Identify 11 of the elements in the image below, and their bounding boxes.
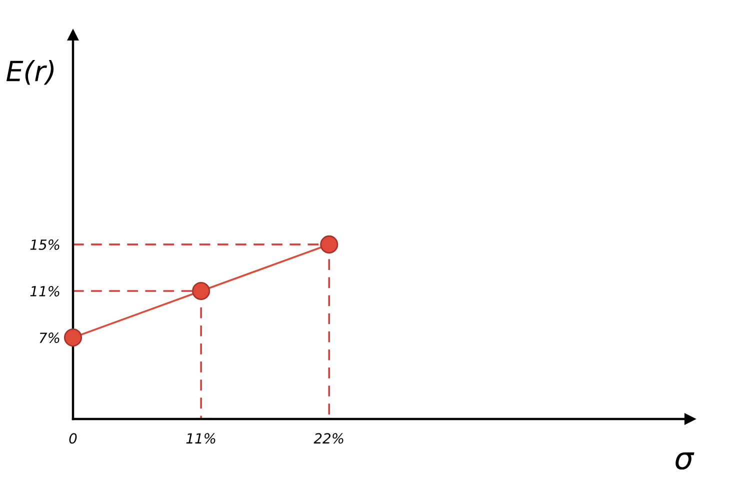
x-tick-label: 11% bbox=[186, 433, 216, 444]
x-tick-label: 0 bbox=[69, 433, 77, 444]
point bbox=[320, 235, 338, 254]
y-tick-label: 15% bbox=[30, 239, 60, 250]
x-axis-title: σ bbox=[676, 452, 694, 470]
y-tick-label: 11% bbox=[30, 286, 60, 296]
y-tick-label: 7% bbox=[40, 332, 60, 344]
point bbox=[192, 282, 210, 300]
point bbox=[64, 328, 82, 347]
y-axis-title: E(r) bbox=[6, 60, 54, 85]
x-tick-label: 22% bbox=[314, 433, 344, 444]
